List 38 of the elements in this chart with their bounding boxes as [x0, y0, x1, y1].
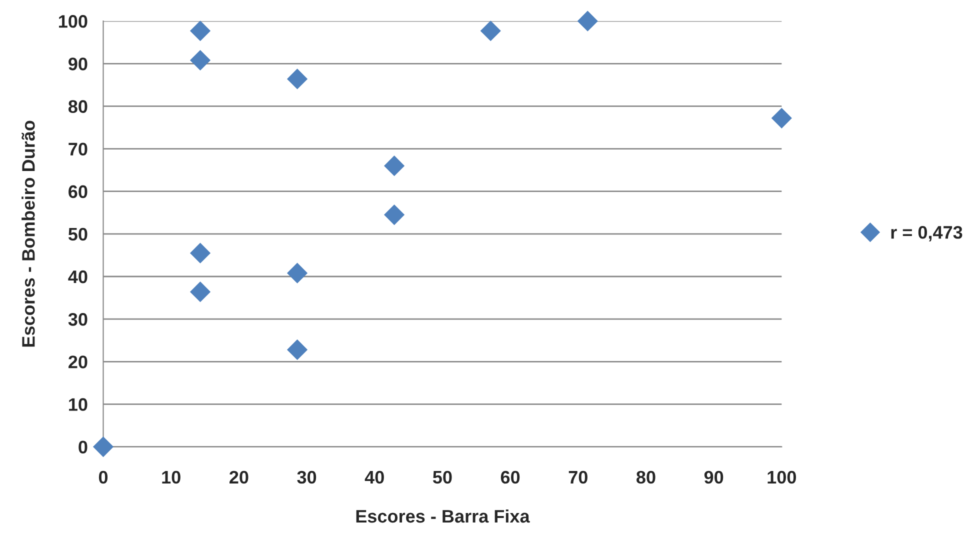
- point: [190, 242, 211, 264]
- x-tick-label: 40: [364, 470, 384, 484]
- point: [577, 10, 598, 32]
- y-tick-label: 90: [68, 58, 88, 70]
- x-tick-label: 20: [230, 470, 248, 484]
- point: [190, 20, 211, 42]
- y-tick-label: 0: [78, 440, 88, 454]
- point: [286, 339, 308, 360]
- y-tick-label: 40: [68, 270, 88, 284]
- x-tick-label: 60: [500, 470, 520, 484]
- x-tick-label: 30: [297, 470, 316, 484]
- point: [286, 68, 308, 90]
- x-tick-label: 80: [636, 470, 656, 484]
- x-tick-label: 0: [98, 470, 108, 484]
- y-tick-label: 20: [68, 356, 88, 368]
- point: [92, 436, 114, 458]
- point: [384, 204, 405, 226]
- y-tick-label: 10: [69, 398, 88, 411]
- x-tick-label: 100: [768, 470, 796, 484]
- point: [480, 20, 501, 42]
- y-tick-label: 100: [58, 15, 88, 28]
- y-tick-label: 70: [68, 142, 88, 156]
- point: [771, 108, 792, 128]
- x-tick-label: 70: [568, 470, 588, 484]
- point: [190, 50, 211, 71]
- y-tick-label: 80: [68, 100, 88, 113]
- y-axis-title: Escores - Bombeiro Durão: [22, 120, 35, 347]
- point: [286, 262, 308, 284]
- y-tick-label: 60: [68, 185, 88, 198]
- x-tick-label: 10: [162, 470, 180, 484]
- x-axis-title: Escores - Barra Fixa: [356, 509, 530, 523]
- x-tick-label: 90: [704, 470, 724, 484]
- legend-label: r = 0,473: [891, 226, 962, 242]
- x-tick-label: 50: [432, 470, 452, 484]
- point: [384, 156, 405, 176]
- y-tick-label: 50: [68, 228, 88, 241]
- y-tick-label: 30: [68, 313, 88, 326]
- point: [190, 282, 211, 302]
